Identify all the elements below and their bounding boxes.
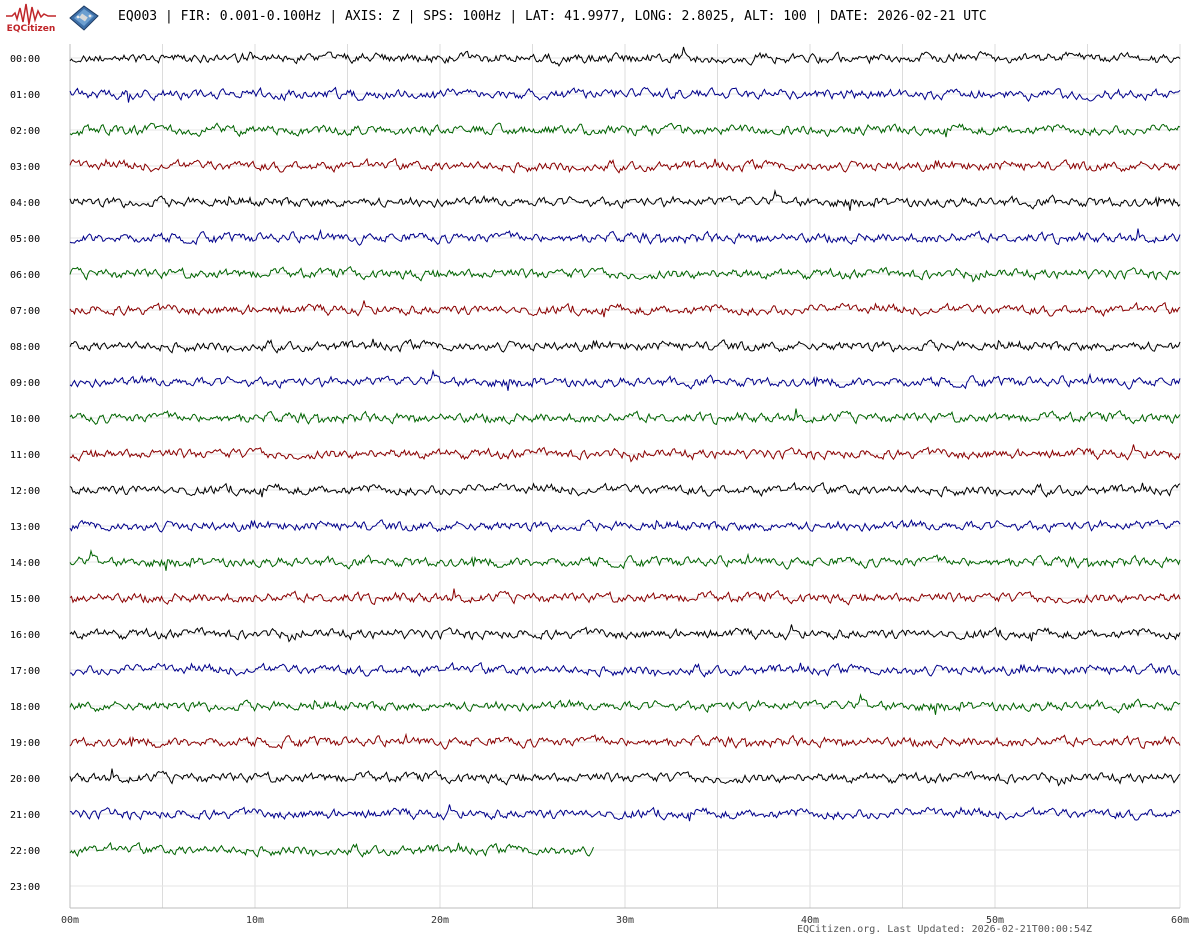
trace-row-10: [69, 408, 1181, 426]
row-label: 13:00: [10, 522, 40, 533]
chart-title: EQ003 | FIR: 0.001-0.100Hz | AXIS: Z | S…: [118, 9, 987, 24]
trace-row-5: [69, 228, 1181, 246]
row-label: 04:00: [10, 198, 40, 209]
row-label: 10:00: [10, 414, 40, 425]
row-label: 21:00: [10, 810, 40, 821]
row-label: 06:00: [10, 270, 40, 281]
trace-row-0: [69, 46, 1181, 67]
row-label: 11:00: [10, 450, 40, 461]
x-tick-label: 40m: [801, 915, 819, 926]
eqcitizen-logo: [4, 2, 58, 34]
trace-row-2: [69, 122, 1181, 138]
row-label: 16:00: [10, 630, 40, 641]
x-tick-label: 20m: [431, 915, 449, 926]
x-tick-label: 30m: [616, 915, 634, 926]
x-tick-label: 10m: [246, 915, 264, 926]
row-label: 03:00: [10, 162, 40, 173]
row-label: 14:00: [10, 558, 40, 569]
row-label: 18:00: [10, 702, 40, 713]
trace-row-19: [69, 732, 1181, 750]
trace-row-12: [69, 481, 1181, 498]
trace-row-14: [69, 549, 1181, 571]
row-label: 22:00: [10, 846, 40, 857]
row-label: 00:00: [10, 54, 40, 65]
trace-row-1: [69, 86, 1181, 103]
row-label: 15:00: [10, 594, 40, 605]
trace-row-11: [69, 444, 1181, 463]
x-tick-label: 00m: [61, 915, 79, 926]
row-label: 01:00: [10, 90, 40, 101]
sensor-device-icon: [68, 4, 100, 32]
trace-row-13: [69, 518, 1181, 533]
row-label: 08:00: [10, 342, 40, 353]
trace-row-8: [69, 338, 1181, 354]
trace-row-6: [69, 265, 1181, 283]
seismogram-logo-icon: [6, 3, 56, 25]
row-label: 09:00: [10, 378, 40, 389]
trace-row-21: [69, 804, 1181, 822]
row-label: 23:00: [10, 882, 40, 893]
logo-text: EQCitizen: [6, 24, 56, 34]
row-label: 20:00: [10, 774, 40, 785]
row-label: 02:00: [10, 126, 40, 137]
row-label: 07:00: [10, 306, 40, 317]
trace-row-9: [69, 369, 1181, 391]
x-tick-label: 60m: [1171, 915, 1189, 926]
grid-layer: [69, 44, 1181, 909]
trace-row-17: [69, 661, 1180, 678]
row-label: 19:00: [10, 738, 40, 749]
trace-row-18: [69, 693, 1181, 715]
row-label: 17:00: [10, 666, 40, 677]
trace-row-20: [69, 768, 1181, 787]
row-label: 12:00: [10, 486, 40, 497]
trace-row-4: [69, 189, 1181, 211]
trace-row-15: [69, 588, 1181, 606]
row-label: 05:00: [10, 234, 40, 245]
trace-row-3: [69, 157, 1181, 174]
trace-row-22: [69, 841, 594, 858]
labels-layer: 00:00 01:00 02:00 03:00 04:00 05:00 06:00 07:00…: [10, 54, 1189, 926]
trace-row-7: [69, 300, 1181, 318]
last-updated-footer: EQCitizen.org. Last Updated: 2026-02-21T…: [797, 924, 1093, 935]
x-tick-label: 50m: [986, 915, 1004, 926]
trace-row-16: [69, 624, 1181, 643]
traces-layer: [69, 46, 1181, 858]
